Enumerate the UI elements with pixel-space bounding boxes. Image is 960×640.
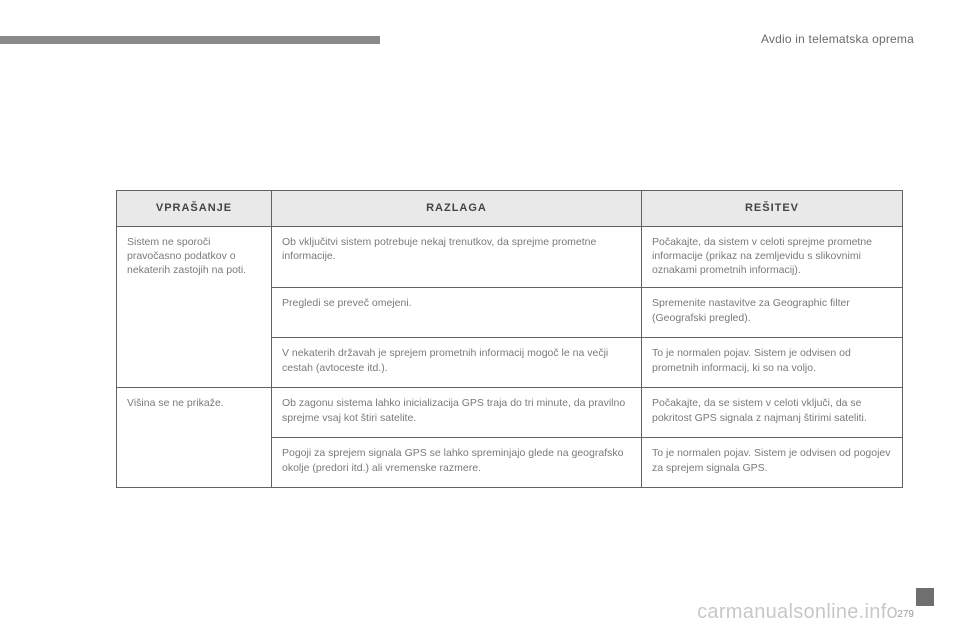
table-row: Sistem ne sporoči pravočasno podatkov o … [117, 226, 903, 288]
section-title: Avdio in telematska oprema [761, 32, 914, 46]
cell-solution: Počakajte, da sistem v celoti sprejme pr… [642, 226, 903, 288]
page-marker [916, 588, 934, 606]
cell-explanation: V nekaterih državah je sprejem prometnih… [272, 338, 642, 388]
watermark-text: carmanualsonline.info [697, 601, 898, 624]
page-number: 279 [897, 609, 914, 620]
col-header-solution: REŠITEV [642, 191, 903, 227]
cell-solution: To je normalen pojav. Sistem je odvisen … [642, 338, 903, 388]
cell-question: Sistem ne sporoči pravočasno podatkov o … [117, 226, 272, 388]
col-header-question: VPRAŠANJE [117, 191, 272, 227]
faq-table: VPRAŠANJE RAZLAGA REŠITEV Sistem ne spor… [116, 190, 902, 488]
cell-explanation: Pogoji za sprejem signala GPS se lahko s… [272, 438, 642, 488]
header-accent-bar [0, 36, 380, 44]
cell-solution: To je normalen pojav. Sistem je odvisen … [642, 438, 903, 488]
cell-solution: Počakajte, da se sistem v celoti vključi… [642, 388, 903, 438]
cell-solution: Spremenite nastavitve za Geographic filt… [642, 288, 903, 338]
table-row: Višina se ne prikaže. Ob zagonu sistema … [117, 388, 903, 438]
cell-question: Višina se ne prikaže. [117, 388, 272, 488]
table-header-row: VPRAŠANJE RAZLAGA REŠITEV [117, 191, 903, 227]
cell-explanation: Ob zagonu sistema lahko inicializacija G… [272, 388, 642, 438]
cell-explanation: Pregledi se preveč omejeni. [272, 288, 642, 338]
cell-explanation: Ob vključitvi sistem potrebuje nekaj tre… [272, 226, 642, 288]
col-header-explanation: RAZLAGA [272, 191, 642, 227]
